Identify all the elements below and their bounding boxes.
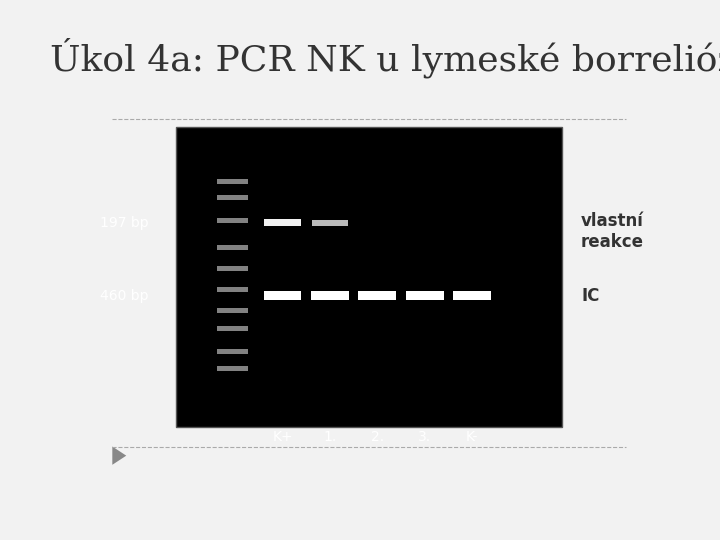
Bar: [217, 326, 248, 332]
Bar: [217, 308, 248, 313]
Polygon shape: [112, 447, 126, 465]
Text: 2.: 2.: [371, 430, 384, 444]
Bar: [217, 287, 248, 292]
Text: 460 bp: 460 bp: [100, 288, 148, 302]
Bar: [359, 291, 396, 300]
Bar: [217, 245, 248, 250]
Text: K-: K-: [466, 430, 478, 444]
Bar: [176, 127, 562, 427]
Bar: [217, 366, 248, 371]
Bar: [311, 291, 349, 300]
Bar: [217, 195, 248, 200]
Bar: [454, 291, 491, 300]
Text: K+: K+: [272, 430, 293, 444]
Text: 3.: 3.: [418, 430, 431, 444]
Text: 1.: 1.: [323, 430, 336, 444]
Bar: [217, 179, 248, 184]
Text: 197 bp: 197 bp: [100, 216, 148, 230]
Text: vlastní
reakce: vlastní reakce: [581, 212, 644, 251]
Bar: [264, 219, 302, 226]
Text: Úkol 4a: PCR NK u lymeské borreliózy: Úkol 4a: PCR NK u lymeské borreliózy: [50, 38, 720, 78]
Text: IC: IC: [581, 287, 600, 305]
Bar: [264, 291, 302, 300]
Bar: [312, 220, 348, 226]
Bar: [217, 349, 248, 354]
Bar: [217, 266, 248, 271]
Bar: [217, 218, 248, 223]
Bar: [406, 291, 444, 300]
